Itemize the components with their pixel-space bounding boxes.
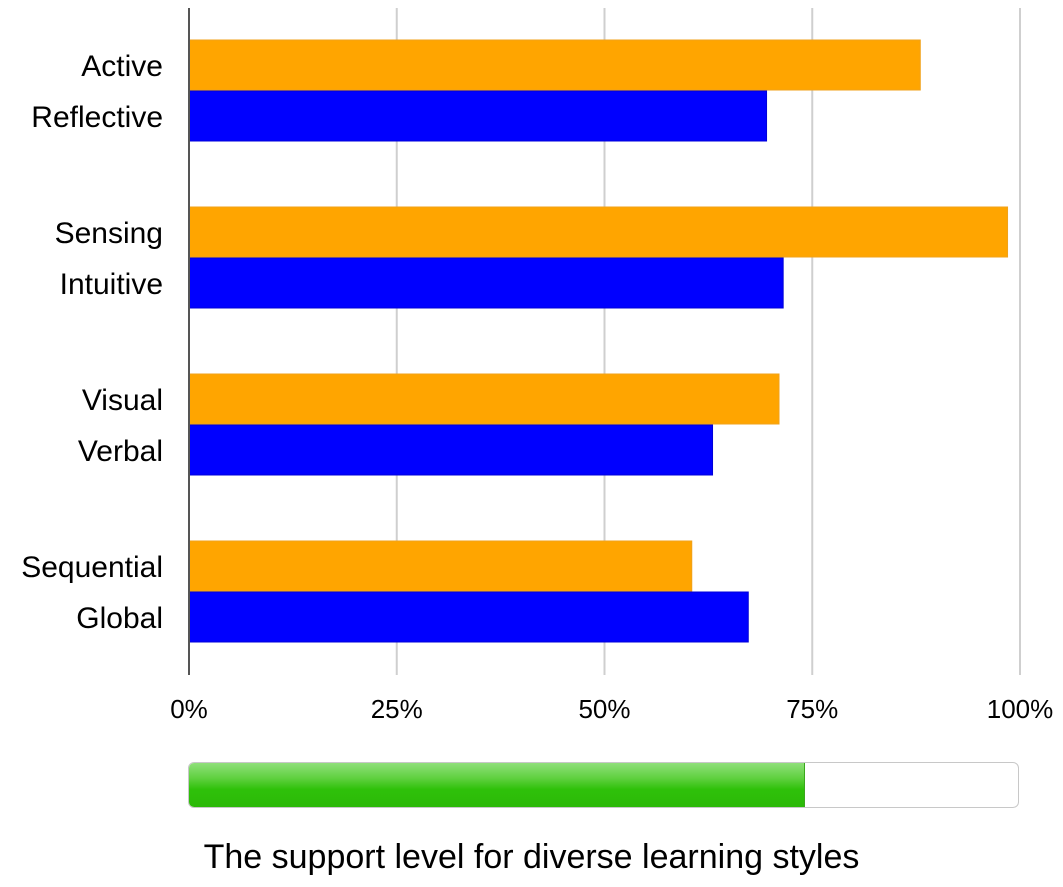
x-tick-label: 100% [987, 694, 1054, 724]
category-labels: Active Reflective Sensing Intuitive Visual Ve… [21, 50, 163, 635]
x-tick-label: 50% [578, 694, 630, 724]
category-label-verbal: Verbal [78, 435, 163, 468]
bar-active [188, 39, 921, 91]
bar-verbal [188, 424, 714, 476]
category-label-intuitive: Intuitive [60, 268, 163, 301]
category-label-global: Global [76, 602, 163, 635]
bar-sequential [188, 540, 693, 592]
x-tick-label: 25% [371, 694, 423, 724]
x-axis-tick-labels: 0% 25% 50% 75% 100% [170, 694, 1053, 724]
bar-global [188, 591, 749, 643]
bars [188, 39, 1009, 643]
bar-sensing [188, 206, 1009, 258]
progress-fill [189, 763, 806, 807]
category-label-sequential: Sequential [21, 551, 163, 584]
x-tick-label: 75% [786, 694, 838, 724]
support-level-progress-bar [188, 762, 1019, 808]
category-label-sensing: Sensing [55, 217, 163, 250]
bar-chart: Active Reflective Sensing Intuitive Visual Ve… [21, 8, 1053, 724]
bar-reflective [188, 90, 768, 142]
bar-intuitive [188, 257, 784, 309]
category-label-active: Active [81, 50, 163, 83]
bar-visual [188, 373, 780, 425]
category-label-visual: Visual [82, 384, 163, 417]
category-label-reflective: Reflective [31, 101, 163, 134]
chart-caption: The support level for diverse learning s… [203, 838, 860, 876]
x-tick-label: 0% [170, 694, 208, 724]
